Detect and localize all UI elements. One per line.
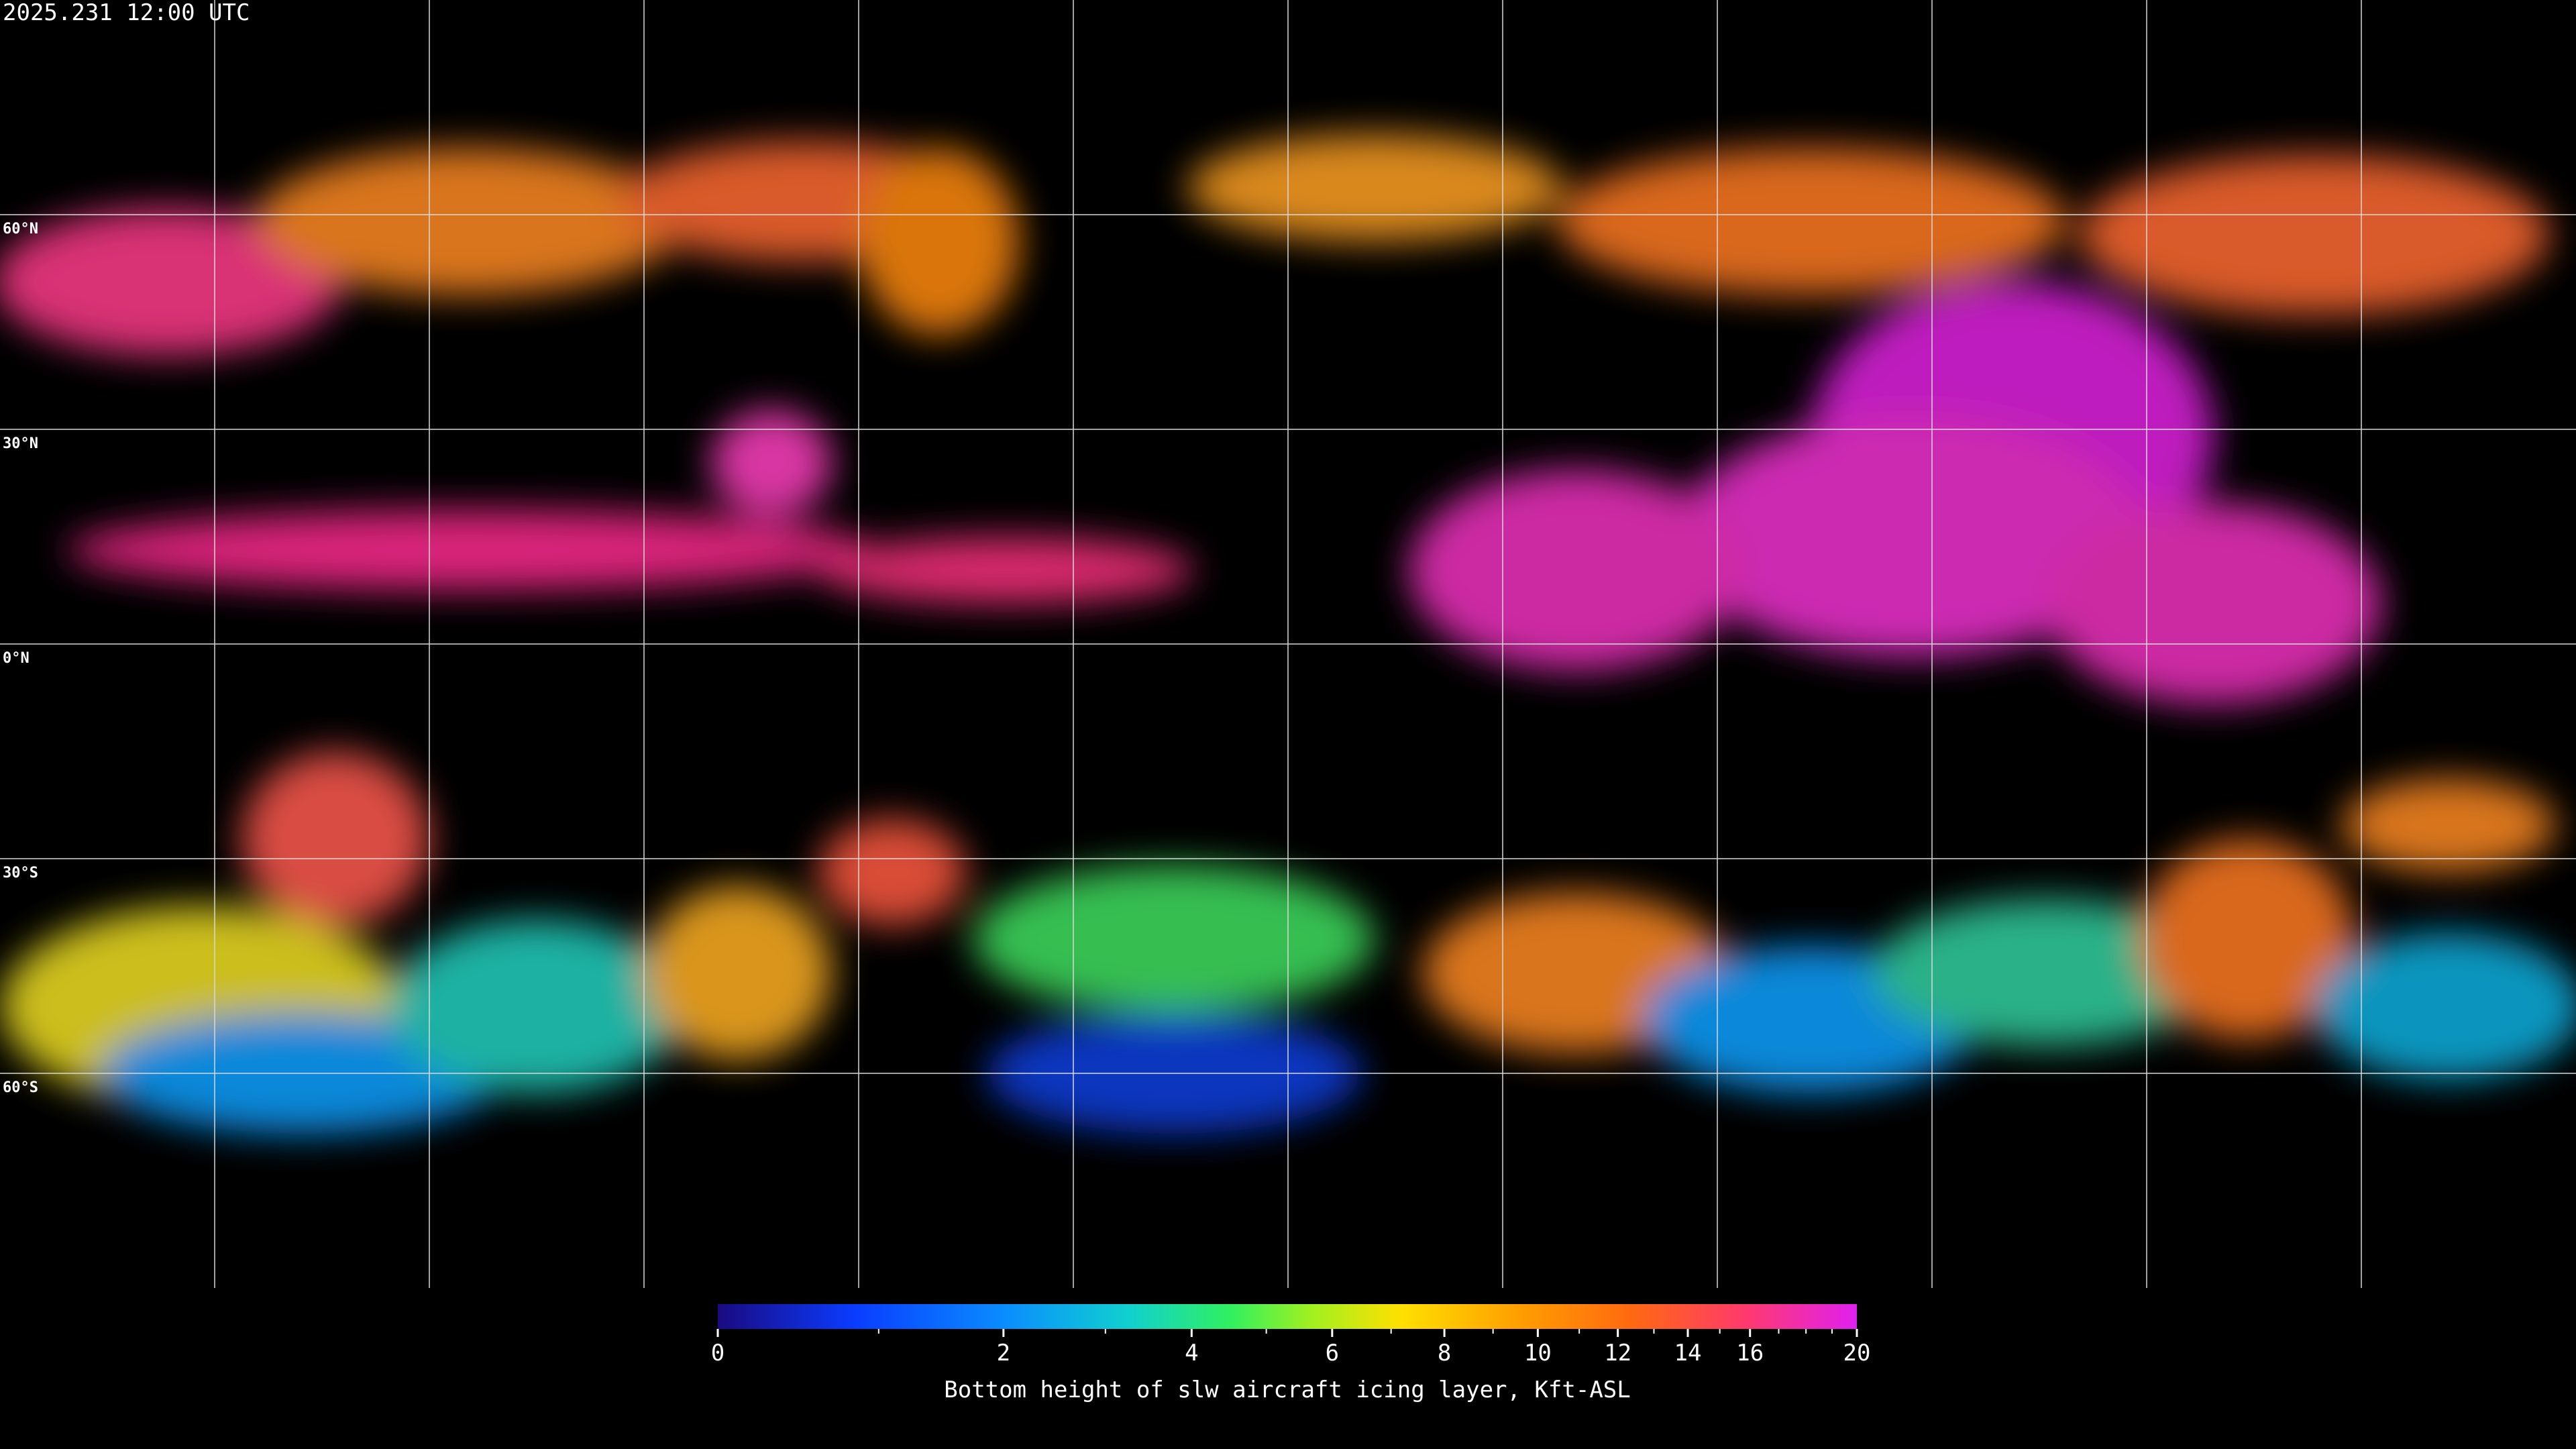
colorbar-tick-label: 14 xyxy=(1674,1340,1702,1366)
colorbar-ticks: 0 2 4 6 8 10 12 14 16 20 xyxy=(711,1329,1871,1366)
latitude-label: 60°S xyxy=(3,1079,38,1096)
graticule: 60°N 30°N 0°N 30°S 60°S xyxy=(0,0,2576,1288)
timestamp: 2025.231 12:00 UTC xyxy=(3,0,250,26)
latitude-label: 60°N xyxy=(3,221,38,237)
latitude-label: 0°N xyxy=(3,650,30,667)
latitude-label: 30°N xyxy=(3,435,38,452)
colorbar-label: Bottom height of slw aircraft icing laye… xyxy=(944,1377,1631,1403)
colorbar xyxy=(718,1304,1857,1329)
colorbar-tick-label: 2 xyxy=(997,1340,1010,1366)
colorbar-tick-label: 8 xyxy=(1438,1340,1451,1366)
colorbar-tick-label: 4 xyxy=(1185,1340,1198,1366)
colorbar-tick-label: 0 xyxy=(711,1340,724,1366)
colorbar-tick-label: 16 xyxy=(1736,1340,1764,1366)
latitude-label: 30°S xyxy=(3,865,38,881)
colorbar-tick-label: 10 xyxy=(1524,1340,1552,1366)
colorbar-tick-label: 12 xyxy=(1604,1340,1631,1366)
colorbar-tick-label: 20 xyxy=(1843,1340,1871,1366)
colorbar-tick-label: 6 xyxy=(1326,1340,1339,1366)
